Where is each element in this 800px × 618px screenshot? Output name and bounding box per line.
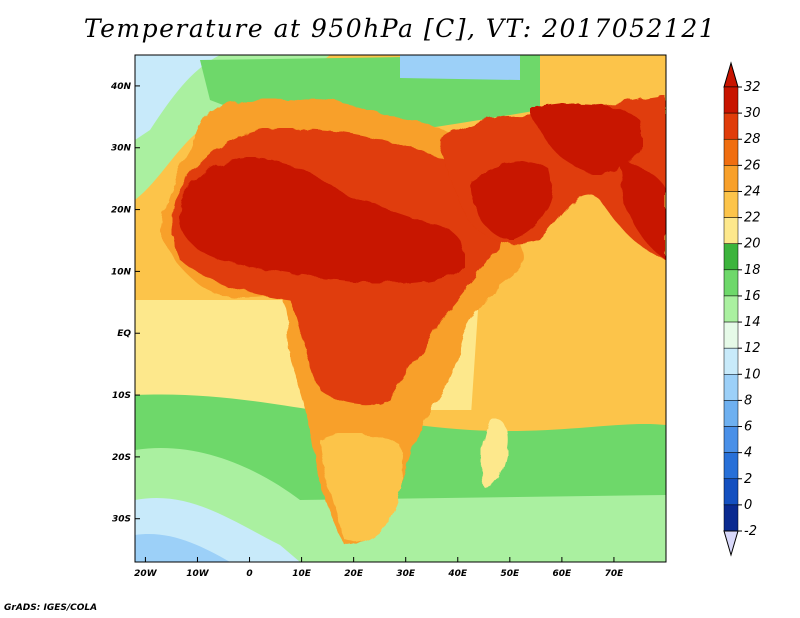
colorbar-segment	[723, 426, 739, 453]
colorbar-label: 28	[744, 132, 761, 147]
colorbar-top-arrow	[723, 61, 739, 88]
ocean-north-atlantic	[135, 55, 330, 200]
colorbar-label: 16	[744, 289, 761, 304]
india-hot	[620, 160, 666, 260]
colorbar-segment	[723, 86, 739, 114]
colorbar-segment	[723, 374, 739, 401]
lat-tick-label: 20N	[111, 206, 132, 216]
temperature-field	[135, 55, 666, 562]
longitude-axis: 20W 10W 0 10E 20E 30E 40E 50E 60E 70E	[134, 557, 624, 579]
lon-tick-label: 50E	[500, 569, 520, 579]
colorbar-label: 26	[744, 158, 761, 173]
lat-tick-label: 10S	[112, 391, 131, 401]
latitude-axis: 40N 30N 20N 10N EQ 10S 20S 30S	[110, 82, 140, 525]
colorbar-label: 4	[744, 446, 752, 461]
colorbar-label: 6	[744, 420, 752, 435]
ocean-band-southern-light	[135, 448, 666, 562]
lat-tick-label: 30N	[111, 144, 132, 154]
colorbar-label: 0	[744, 498, 752, 513]
colorbar-label: 30	[744, 106, 761, 121]
colorbar-segment	[723, 400, 739, 427]
lat-tick-label: EQ	[117, 329, 131, 339]
map-frame	[134, 54, 667, 563]
sahara-hottest	[179, 157, 465, 284]
colorbar-segment	[723, 295, 739, 323]
lon-tick-label: 30E	[396, 569, 416, 579]
lon-tick-label: 10E	[292, 569, 312, 579]
southern-africa-cool	[320, 433, 405, 542]
lon-tick-label: 60E	[553, 569, 573, 579]
colorbar-segment	[723, 217, 739, 244]
ocean-band-southern-coldest	[135, 534, 230, 562]
colorbar-segment	[723, 243, 739, 271]
colorbar-segment	[723, 165, 739, 192]
lat-tick-label: 10N	[111, 267, 132, 277]
black-sea	[400, 55, 520, 80]
colorbar-bottom-arrow	[723, 530, 739, 557]
colorbar-segment	[723, 347, 739, 375]
lon-tick-label: 20E	[344, 569, 364, 579]
colorbar-label: -2	[744, 524, 757, 539]
credit-label: GrADS: IGES/COLA	[4, 603, 98, 613]
lon-tick-label: 70E	[605, 569, 625, 579]
lat-tick-label: 40N	[110, 82, 132, 92]
colorbar-label: 2	[744, 472, 752, 487]
colorbar-segment	[723, 452, 739, 480]
colorbar-segment	[723, 138, 739, 166]
ocean-north-atlantic-cold	[135, 55, 220, 140]
indian-ocean-warm	[470, 268, 666, 430]
lat-tick-label: 30S	[112, 515, 131, 525]
madagascar	[480, 418, 509, 489]
colorbar-label: 10	[744, 367, 761, 382]
map-title: Temperature at 950hPa [C], VT: 201705212…	[83, 14, 717, 43]
lon-tick-label: 10W	[186, 569, 210, 579]
colorbar-segment	[723, 504, 739, 532]
colorbar-segment	[723, 478, 739, 506]
lon-tick-label: 20W	[134, 569, 158, 579]
colorbar-segment	[723, 321, 739, 349]
lon-tick-label: 40E	[447, 569, 468, 579]
colorbar-label: 18	[744, 263, 761, 278]
colorbar-label: 12	[744, 341, 761, 356]
colorbar-label: 32	[744, 80, 761, 95]
colorbar-segment	[723, 191, 739, 218]
colorbar-segment	[723, 112, 739, 140]
lon-tick-label: 0	[246, 569, 252, 579]
colorbar-label: 20	[744, 237, 761, 252]
colorbar-segment	[723, 269, 739, 297]
colorbar-label: 8	[744, 393, 752, 408]
colorbar-label: 22	[744, 211, 761, 226]
iran-hottest	[530, 103, 643, 175]
arabia-hottest	[470, 161, 553, 240]
colorbar-label: 24	[744, 184, 761, 199]
colorbar-label: 14	[744, 315, 761, 330]
lat-tick-label: 20S	[112, 453, 131, 463]
